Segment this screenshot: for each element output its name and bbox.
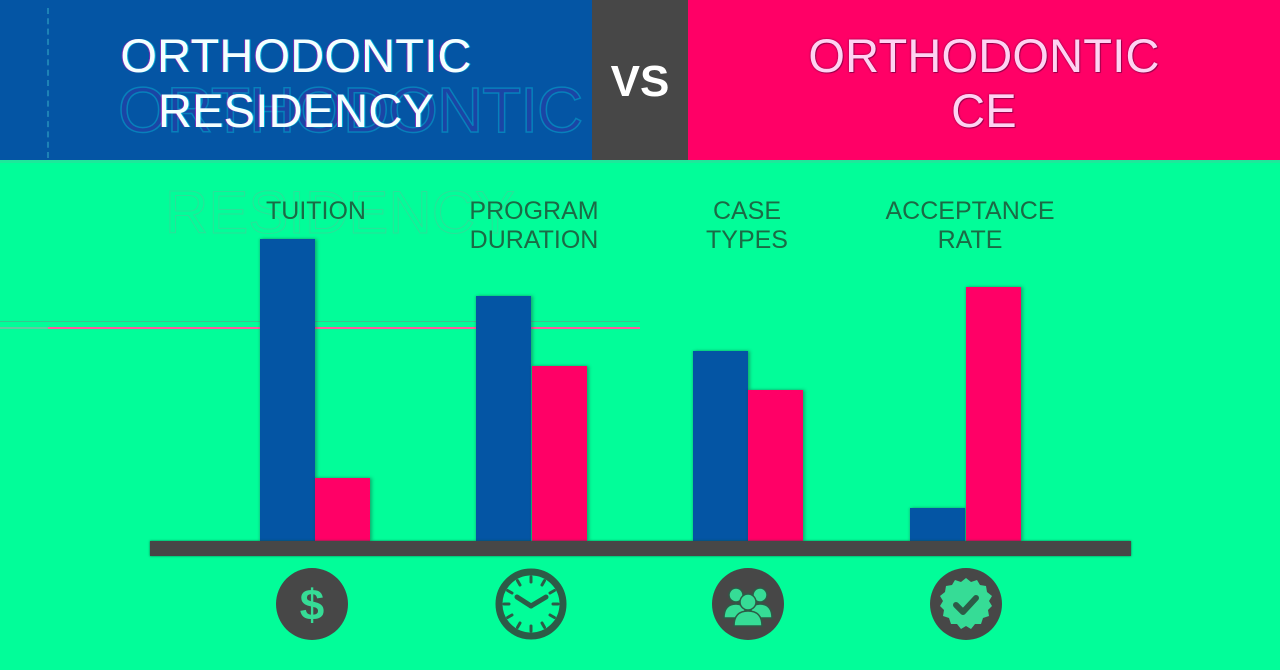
label-line1: ACCEPTANCE: [885, 197, 1055, 225]
header-bottom-strip: [0, 160, 1280, 163]
label-line2: DURATION: [469, 226, 599, 254]
ce-title-line1: ORTHODONTIC: [808, 29, 1160, 82]
vs-label: VS: [610, 57, 670, 106]
bar-residency-tuition: [260, 239, 315, 541]
bar-residency-case-types: [693, 350, 748, 541]
bar-ce-acceptance-rate: [966, 287, 1021, 541]
label-line2: TYPES: [706, 226, 788, 254]
bar-ce-tuition: [315, 477, 370, 541]
label-line1: CASE: [712, 197, 782, 225]
bar-residency-acceptance-rate: [910, 507, 965, 541]
label-line1: PROGRAM: [469, 197, 599, 225]
residency-title-line2: RESIDENCY: [157, 84, 435, 137]
category-label-case-types: CASE TYPES: [627, 197, 867, 255]
artifact-line-gray: [0, 321, 640, 322]
group-icon: [712, 568, 784, 640]
chart-baseline: [150, 541, 1131, 556]
category-label-acceptance-rate: ACCEPTANCE RATE: [850, 197, 1090, 255]
residency-header-panel: ORTHODONTIC ORTHODONTIC RESIDENCY: [0, 0, 592, 160]
residency-title-line1: ORTHODONTIC: [120, 29, 472, 82]
category-label-program-duration: PROGRAM DURATION: [414, 197, 654, 255]
ce-header-panel: ORTHODONTIC CE: [688, 0, 1280, 160]
residency-title: ORTHODONTIC RESIDENCY: [0, 28, 592, 138]
clock-icon: [495, 568, 567, 640]
bar-ce-case-types: [748, 390, 803, 541]
label-line1: TUITION: [266, 197, 366, 225]
label-line2: RATE: [937, 226, 1003, 254]
dollar-icon: $: [276, 568, 348, 640]
guide-dashed-line: [47, 8, 49, 158]
bar-ce-program-duration: [532, 365, 587, 541]
ce-title-line2: CE: [951, 84, 1017, 137]
ghost-title-artifact: ORTHODONTIC: [117, 73, 584, 147]
artifact-line-pink: [0, 327, 640, 329]
bar-residency-program-duration: [476, 296, 531, 541]
ce-title: ORTHODONTIC CE: [688, 28, 1280, 138]
category-label-tuition: TUITION: [196, 197, 436, 226]
vs-divider-panel: VS: [592, 0, 688, 160]
check-badge-icon: [930, 568, 1002, 640]
svg-text:$: $: [300, 581, 324, 630]
